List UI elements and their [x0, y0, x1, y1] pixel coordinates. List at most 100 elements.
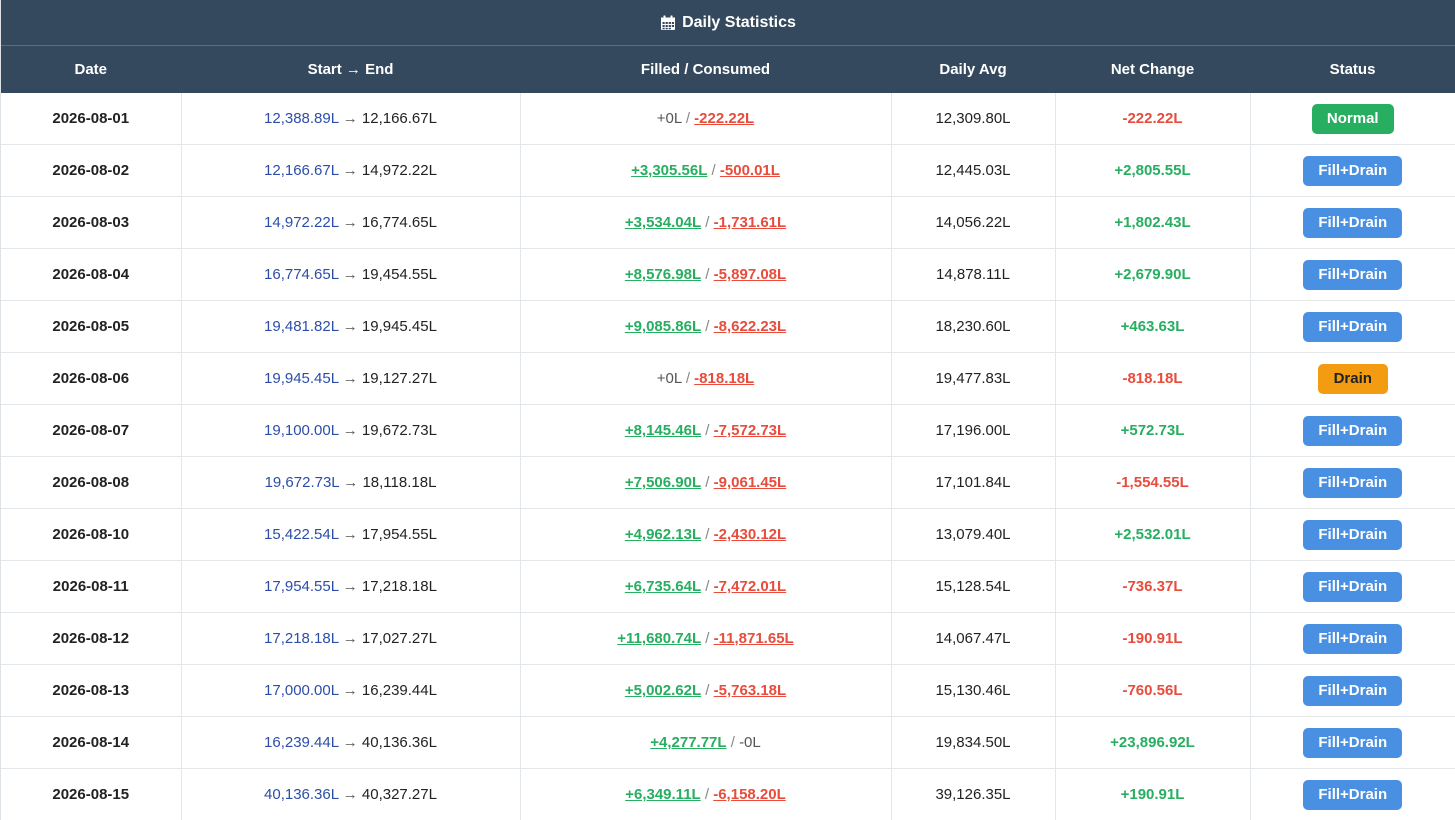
start-value: 17,954.55L — [264, 578, 339, 595]
net-change-cell: -818.18L — [1055, 352, 1251, 405]
filled-value[interactable]: +3,305.56L — [631, 162, 708, 179]
column-header-daily-avg[interactable]: Daily Avg — [891, 46, 1056, 93]
filled-value[interactable]: +8,145.46L — [624, 422, 702, 439]
start-end-cell: 16,239.44L → 40,136.36L — [181, 716, 521, 769]
daily-avg-cell: 18,230.60L — [891, 300, 1056, 353]
calendar-icon — [661, 15, 676, 30]
status-cell: Fill+Drain — [1250, 456, 1455, 509]
filled-value[interactable]: +9,085.86L — [624, 318, 702, 335]
consumed-value[interactable]: -1,731.61L — [713, 214, 787, 231]
start-end-cell: 12,388.89L → 12,166.67L — [181, 93, 521, 145]
start-end-cell: 19,100.00L → 19,672.73L — [181, 404, 521, 457]
filled-value[interactable]: +4,277.77L — [650, 734, 727, 751]
filled-value[interactable]: +6,349.11L — [625, 786, 701, 803]
column-header-net-change[interactable]: Net Change — [1055, 46, 1251, 93]
end-value: 17,954.55L — [361, 526, 437, 543]
table-row: 2026-08-14 16,239.44L → 40,136.36L +4,277.… — [1, 716, 1455, 769]
end-value: 40,327.27L — [361, 786, 437, 803]
start-end-cell: 17,218.18L → 17,027.27L — [181, 612, 521, 665]
column-header-filled-consumed[interactable]: Filled / Consumed — [520, 46, 892, 93]
status-cell: Fill+Drain — [1250, 144, 1455, 197]
table-row: 2026-08-04 16,774.65L → 19,454.55L +8,576.… — [1, 248, 1455, 301]
column-header-date[interactable]: Date — [1, 46, 182, 93]
date-cell: 2026-08-11 — [1, 560, 182, 613]
start-value: 40,136.36L — [264, 786, 339, 803]
consumed-value[interactable]: -5,897.08L — [713, 266, 787, 283]
consumed-value[interactable]: -818.18L — [694, 370, 755, 387]
table-row: 2026-08-11 17,954.55L → 17,218.18L +6,735.… — [1, 560, 1455, 613]
filled-value[interactable]: +7,506.90L — [624, 474, 702, 491]
filled-value[interactable]: +4,962.13L — [624, 526, 702, 543]
status-badge: Fill+Drain — [1303, 207, 1403, 238]
date-cell: 2026-08-10 — [1, 508, 182, 561]
column-header-start-end[interactable]: Start → End — [181, 46, 521, 93]
start-value: 12,166.67L — [264, 162, 339, 179]
separator: / — [681, 370, 695, 387]
filled-value[interactable]: +3,534.04L — [624, 214, 702, 231]
consumed-value[interactable]: -11,871.65L — [713, 630, 794, 647]
net-change-cell: -222.22L — [1055, 93, 1251, 145]
status-badge: Fill+Drain — [1303, 519, 1403, 550]
date-cell: 2026-08-03 — [1, 196, 182, 249]
start-end-cell: 14,972.22L → 16,774.65L — [181, 196, 521, 249]
net-change-cell: +2,805.55L — [1055, 144, 1251, 197]
end-value: 19,672.73L — [361, 422, 437, 439]
table-row: 2026-08-05 19,481.82L → 19,945.45L +9,085.… — [1, 300, 1455, 353]
filled-value[interactable]: +8,576.98L — [624, 266, 702, 283]
status-cell: Fill+Drain — [1250, 664, 1455, 717]
date-cell: 2026-08-02 — [1, 144, 182, 197]
filled-value[interactable]: +11,680.74L — [617, 630, 702, 647]
daily-avg-cell: 12,309.80L — [891, 93, 1056, 145]
start-value: 17,218.18L — [264, 630, 339, 647]
arrow-icon: → — [338, 526, 362, 543]
end-value: 18,118.18L — [362, 474, 437, 491]
status-cell: Fill+Drain — [1250, 404, 1455, 457]
end-value: 17,218.18L — [361, 578, 437, 595]
table-row: 2026-08-03 14,972.22L → 16,774.65L +3,534.… — [1, 196, 1455, 249]
separator: / — [701, 578, 714, 595]
table-row: 2026-08-06 19,945.45L → 19,127.27L +0L / -… — [1, 352, 1455, 405]
separator: / — [701, 526, 714, 543]
status-badge: Fill+Drain — [1303, 155, 1403, 186]
start-end-cell: 15,422.54L → 17,954.55L — [181, 508, 521, 561]
status-badge: Fill+Drain — [1303, 259, 1403, 290]
status-cell: Fill+Drain — [1250, 300, 1455, 353]
table-header-row: Date Start → End Filled / Consumed Daily… — [1, 46, 1455, 93]
consumed-value[interactable]: -6,158.20L — [713, 786, 786, 803]
daily-avg-cell: 15,128.54L — [891, 560, 1056, 613]
end-value: 12,166.67L — [361, 110, 437, 127]
table-row: 2026-08-08 19,672.73L → 18,118.18L +7,506.… — [1, 456, 1455, 509]
arrow-icon: → — [338, 266, 362, 283]
status-badge: Fill+Drain — [1303, 675, 1403, 706]
date-cell: 2026-08-13 — [1, 664, 182, 717]
separator: / — [701, 318, 714, 335]
separator: / — [726, 734, 740, 751]
daily-avg-cell: 13,079.40L — [891, 508, 1056, 561]
column-header-status[interactable]: Status — [1250, 46, 1455, 93]
filled-value[interactable]: +5,002.62L — [624, 682, 702, 699]
filled-consumed-cell: +8,576.98L / -5,897.08L — [520, 248, 892, 301]
net-change-cell: +572.73L — [1055, 404, 1251, 457]
consumed-value[interactable]: -222.22L — [694, 110, 755, 127]
end-value: 14,972.22L — [361, 162, 437, 179]
daily-statistics-table: Date Start → End Filled / Consumed Daily… — [1, 46, 1455, 820]
consumed-value[interactable]: -2,430.12L — [713, 526, 787, 543]
net-change-cell: +1,802.43L — [1055, 196, 1251, 249]
filled-consumed-cell: +4,962.13L / -2,430.12L — [520, 508, 892, 561]
consumed-value[interactable]: -8,622.23L — [713, 318, 787, 335]
start-value: 15,422.54L — [264, 526, 339, 543]
start-value: 19,481.82L — [264, 318, 339, 335]
filled-consumed-cell: +3,305.56L / -500.01L — [520, 144, 892, 197]
end-value: 16,239.44L — [361, 682, 437, 699]
consumed-value: -0L — [739, 734, 761, 751]
consumed-value[interactable]: -7,572.73L — [713, 422, 787, 439]
net-change-cell: +2,532.01L — [1055, 508, 1251, 561]
date-cell: 2026-08-08 — [1, 456, 182, 509]
consumed-value[interactable]: -9,061.45L — [713, 474, 787, 491]
status-cell: Fill+Drain — [1250, 560, 1455, 613]
consumed-value[interactable]: -7,472.01L — [713, 578, 787, 595]
consumed-value[interactable]: -500.01L — [719, 162, 780, 179]
date-cell: 2026-08-12 — [1, 612, 182, 665]
consumed-value[interactable]: -5,763.18L — [713, 682, 787, 699]
filled-value[interactable]: +6,735.64L — [624, 578, 702, 595]
